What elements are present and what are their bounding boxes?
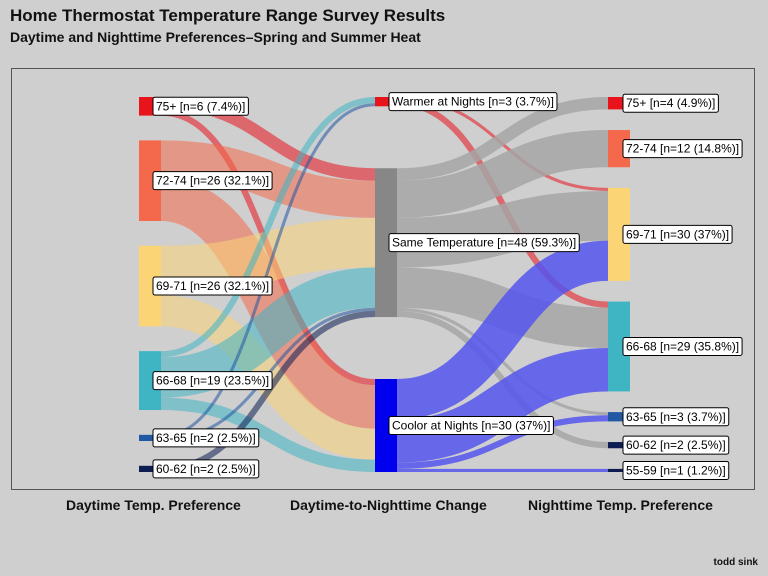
- author-credit: todd sink: [713, 557, 758, 568]
- node-n69: [608, 187, 630, 281]
- node-label-d60: 60-62 [n=2 (2.5%)]: [152, 459, 260, 479]
- plot-area: [11, 68, 755, 490]
- link-cooler-to-n63: [396, 415, 609, 469]
- node-label-n55: 55-59 [n=1 (1.2%)]: [622, 460, 730, 480]
- node-d63: [139, 434, 161, 442]
- node-label-n75: 75+ [n=4 (4.9%)]: [622, 93, 719, 113]
- node-n55: [608, 468, 630, 472]
- node-cooler: [375, 379, 397, 472]
- link-d69-to-same: [160, 217, 376, 296]
- node-label-n69: 69-71 [n=30 (37%)]: [622, 224, 733, 244]
- node-label-text-same: Same Temperature [n=48 (59.3%)]: [392, 236, 576, 250]
- labels-layer: 75+ [n=6 (7.4%)] 72-74 [n=26 (32.1%)] 69-7…: [152, 92, 743, 480]
- node-n63: [608, 412, 630, 422]
- node-label-text-warmer: Warmer at Nights [n=3 (3.7%)]: [392, 95, 554, 109]
- node-d69: [139, 245, 161, 327]
- link-cooler-to-n66: [396, 348, 609, 463]
- node-label-d63: 63-65 [n=2 (2.5%)]: [152, 428, 260, 448]
- node-warmer: [375, 97, 397, 107]
- link-cooler-to-n69: [395, 240, 610, 420]
- link-d66-to-warmer: [160, 97, 376, 358]
- node-label-text-n66: 66-68 [n=29 (35.8%)]: [626, 340, 739, 354]
- node-same: [375, 168, 397, 318]
- node-label-text-d60: 60-62 [n=2 (2.5%)]: [156, 462, 256, 476]
- node-label-n63: 63-65 [n=3 (3.7%)]: [622, 407, 730, 427]
- node-label-text-d66: 66-68 [n=19 (23.5%)]: [156, 374, 269, 388]
- chart-subtitle: Daytime and Nighttime Preferences–Spring…: [10, 29, 421, 45]
- node-label-n66: 66-68 [n=29 (35.8%)]: [622, 337, 743, 356]
- node-n66: [608, 301, 630, 392]
- link-d63-to-warmer: [160, 103, 376, 438]
- node-label-d69: 69-71 [n=26 (32.1%)]: [152, 276, 273, 296]
- node-label-cooler: Coolor at Nights [n=30 (37%)]: [388, 416, 554, 435]
- node-label-d75: 75+ [n=6 (7.4%)]: [152, 96, 249, 116]
- node-label-text-n55: 55-59 [n=1 (1.2%)]: [626, 463, 726, 477]
- link-d72-to-cooler: [159, 177, 377, 429]
- node-d72: [139, 140, 161, 221]
- node-label-d72: 72-74 [n=26 (32.1%)]: [152, 171, 273, 191]
- link-same-to-n75: [396, 97, 609, 181]
- node-label-text-n75: 75+ [n=4 (4.9%)]: [626, 96, 715, 110]
- column-title-change: Daytime-to-Nighttime Change: [290, 497, 487, 513]
- node-label-d66: 66-68 [n=19 (23.5%)]: [152, 371, 273, 391]
- node-label-text-n60: 60-62 [n=2 (2.5%)]: [626, 438, 726, 452]
- column-title-nighttime: Nighttime Temp. Preference: [528, 497, 713, 513]
- node-label-n72: 72-74 [n=12 (14.8%)]: [622, 139, 743, 159]
- node-d60: [139, 465, 161, 472]
- node-label-text-n72: 72-74 [n=12 (14.8%)]: [626, 142, 739, 156]
- node-label-text-n63: 63-65 [n=3 (3.7%)]: [626, 410, 726, 424]
- node-label-text-n69: 69-71 [n=30 (37%)]: [626, 227, 729, 241]
- link-d66-to-cooler: [160, 397, 376, 472]
- node-label-text-d63: 63-65 [n=2 (2.5%)]: [156, 431, 256, 445]
- node-label-n60: 60-62 [n=2 (2.5%)]: [622, 435, 730, 455]
- chart-title: Home Thermostat Temperature Range Survey…: [10, 6, 446, 25]
- node-label-text-cooler: Coolor at Nights [n=30 (37%)]: [392, 419, 550, 433]
- column-title-daytime: Daytime Temp. Preference: [66, 497, 241, 513]
- node-d66: [139, 351, 161, 411]
- node-label-text-d69: 69-71 [n=26 (32.1%)]: [156, 279, 269, 293]
- node-label-text-d72: 72-74 [n=26 (32.1%)]: [156, 174, 269, 188]
- node-label-same: Same Temperature [n=48 (59.3%)]: [388, 233, 580, 253]
- node-n60: [608, 442, 630, 449]
- node-label-warmer: Warmer at Nights [n=3 (3.7%)]: [388, 92, 558, 112]
- link-same-to-n72: [396, 130, 609, 218]
- node-label-text-d75: 75+ [n=6 (7.4%)]: [156, 99, 245, 113]
- nodes-layer: [139, 97, 630, 472]
